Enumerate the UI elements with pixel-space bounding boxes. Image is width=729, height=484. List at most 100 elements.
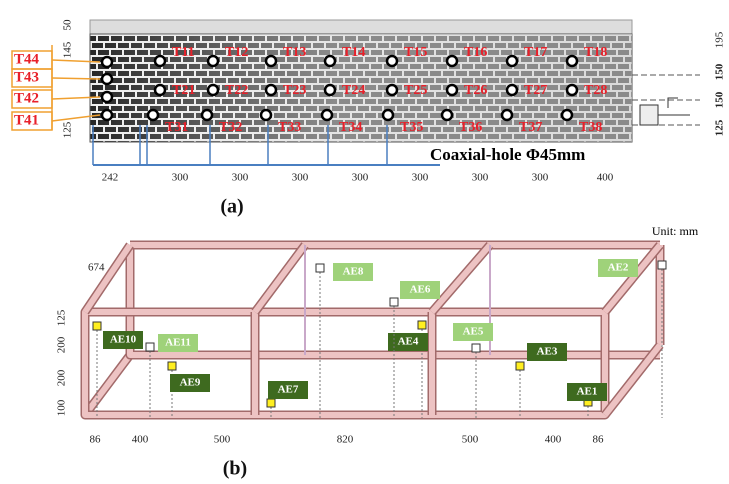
sensor-dot xyxy=(440,108,454,122)
sensor-dot xyxy=(323,83,337,97)
sensor-label: T18 xyxy=(584,45,607,60)
dim-label: 50 xyxy=(62,19,74,31)
dim-label: 300 xyxy=(292,172,309,184)
sensor-label: AE11 xyxy=(165,337,191,349)
beam xyxy=(82,353,133,417)
panel-label: (a) xyxy=(220,196,243,218)
sensor-label: T25 xyxy=(404,83,427,98)
dim-label: 300 xyxy=(352,172,369,184)
sensor-tag xyxy=(158,334,198,352)
dim-label: 125 xyxy=(714,119,726,136)
dim-label: 125 xyxy=(62,121,74,138)
sensor-dot xyxy=(381,108,395,122)
sensor-label: AE1 xyxy=(577,386,598,398)
sensor-label: T12 xyxy=(225,45,248,60)
hole-note: Coaxial-hole Φ45mm xyxy=(430,145,585,164)
sensor-label: T17 xyxy=(524,45,547,60)
sensor-label: T35 xyxy=(400,120,423,135)
frame xyxy=(80,240,665,420)
sensor-dot xyxy=(153,83,167,97)
sensor-dot xyxy=(445,54,459,68)
sensor-tag xyxy=(567,383,607,401)
dim-label: 500 xyxy=(214,434,231,446)
sensor-dot xyxy=(146,108,160,122)
dim-label: 150 xyxy=(714,91,726,108)
sensor-label: T24 xyxy=(342,83,365,98)
sensor-dot xyxy=(505,54,519,68)
dim-label: 200 xyxy=(56,369,68,386)
dim-label: 400 xyxy=(597,172,614,184)
sensor-label: T41 xyxy=(14,112,39,128)
sensor-label: T23 xyxy=(283,83,306,98)
sensor-marker xyxy=(657,260,667,270)
sensor-label: T44 xyxy=(14,51,40,67)
sensor-label: T42 xyxy=(14,90,39,106)
sensor-marker xyxy=(92,321,102,331)
sensor-dot xyxy=(565,54,579,68)
dim-label: 195 xyxy=(714,31,726,48)
sensor-dot xyxy=(259,108,273,122)
sensor-dot xyxy=(206,54,220,68)
sensor-dot xyxy=(505,83,519,97)
dim-label: 400 xyxy=(545,434,562,446)
sensor-dot xyxy=(323,54,337,68)
dim-label: 500 xyxy=(462,434,479,446)
sensor-marker xyxy=(515,361,525,371)
sensor-dot xyxy=(500,108,514,122)
panel-label: (b) xyxy=(223,458,247,480)
dim-label: 100 xyxy=(56,399,68,416)
sensor-tag xyxy=(400,281,440,299)
dim-label: 200 xyxy=(56,336,68,353)
sensor-tag xyxy=(103,331,143,349)
connector xyxy=(639,104,659,126)
sensor-dot xyxy=(385,83,399,97)
beam xyxy=(429,243,493,314)
unit-note: Unit: mm xyxy=(652,224,699,238)
sensor-label: AE10 xyxy=(110,334,137,346)
beam xyxy=(252,243,308,314)
sensor-tag xyxy=(598,259,638,277)
dim-label: 125 xyxy=(56,309,68,326)
sensor-dot xyxy=(200,108,214,122)
sensor-label: T26 xyxy=(464,83,487,98)
dim-label: 300 xyxy=(412,172,429,184)
sensor-label: T16 xyxy=(464,45,487,60)
sensor-marker xyxy=(471,343,481,353)
dim-label: 145 xyxy=(62,41,74,58)
dim-label: 150 xyxy=(714,63,726,80)
dim-label: 86 xyxy=(90,434,102,446)
sensor-label: AE3 xyxy=(537,346,558,358)
sensor-dot xyxy=(100,90,114,104)
dim-label: 242 xyxy=(102,172,119,184)
beam xyxy=(82,309,608,418)
sensor-dot xyxy=(445,83,459,97)
sensor-dot xyxy=(264,83,278,97)
sensor-label: T11 xyxy=(172,45,195,60)
depth-dim: 674 xyxy=(88,262,105,274)
top-strip xyxy=(89,19,633,35)
sensor-dot xyxy=(206,83,220,97)
sensor-label: T43 xyxy=(14,69,39,85)
sensor-marker xyxy=(167,361,177,371)
sensor-label: AE9 xyxy=(180,377,201,389)
sensor-label: T31 xyxy=(165,120,188,135)
beam xyxy=(82,243,133,314)
sensor-marker xyxy=(389,297,399,307)
sensor-marker xyxy=(266,398,276,408)
beam-outline xyxy=(80,307,610,420)
leader xyxy=(51,96,101,100)
sensor-dot xyxy=(100,72,114,86)
sensor-label: T21 xyxy=(172,83,195,98)
sensor-label: T37 xyxy=(519,120,542,135)
wall-shade xyxy=(90,34,632,142)
dim-label: 820 xyxy=(337,434,354,446)
sensor-label: T27 xyxy=(524,83,547,98)
sensor-label: AE6 xyxy=(410,284,431,296)
sensor-dot xyxy=(385,54,399,68)
sensor-label: T36 xyxy=(459,120,482,135)
sensor-dot xyxy=(560,108,574,122)
sensor-tag xyxy=(453,323,493,341)
dim-label: 300 xyxy=(472,172,489,184)
leader xyxy=(51,77,101,80)
